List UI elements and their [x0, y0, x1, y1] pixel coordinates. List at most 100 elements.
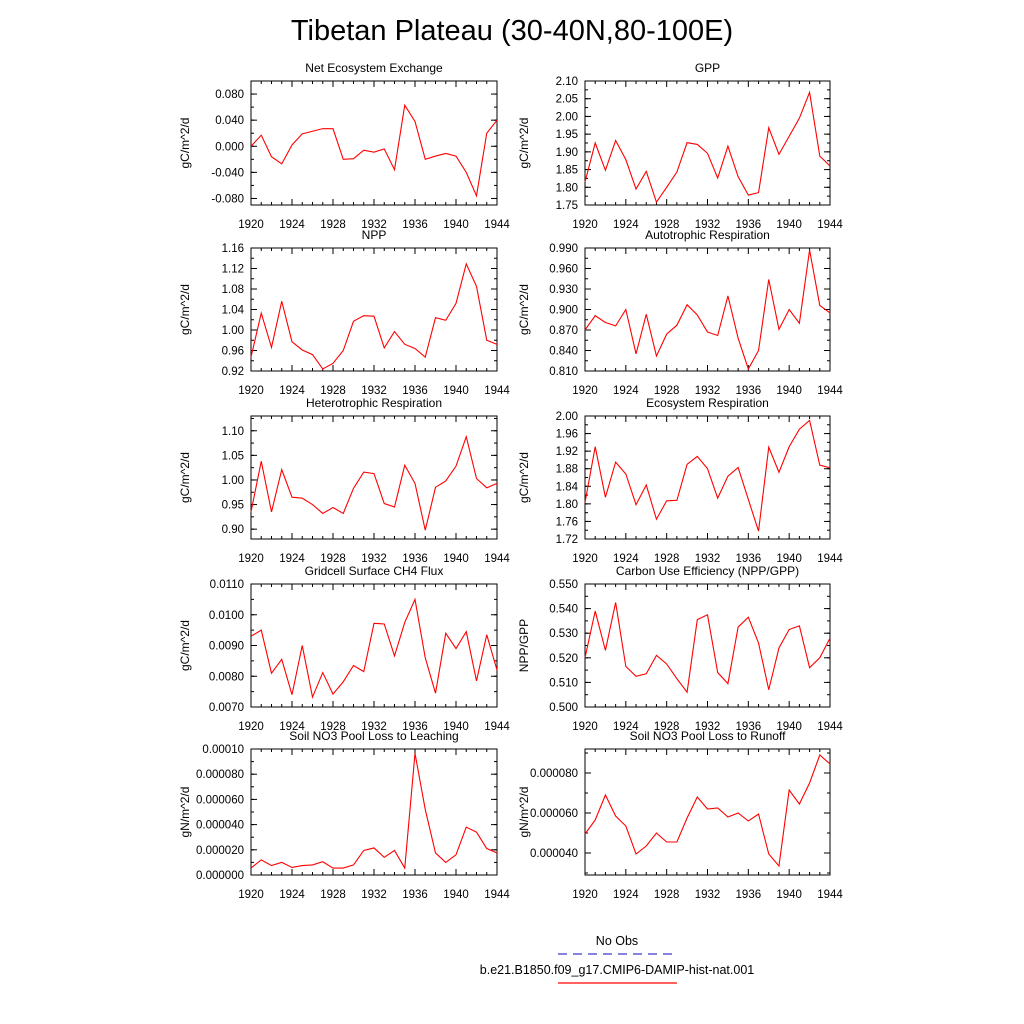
x-tick-label: 1940 — [776, 219, 802, 231]
x-tick-label: 1940 — [776, 385, 802, 397]
x-tick-label: 1936 — [736, 385, 762, 397]
y-tick-label: 0.540 — [549, 604, 578, 616]
y-tick-label: 1.08 — [222, 284, 244, 296]
y-tick-label: 0.000020 — [196, 845, 244, 857]
x-tick-label: 1944 — [484, 553, 510, 565]
panel-title-heterotrophic-respiration: Heterotrophic Respiration — [306, 396, 442, 410]
x-tick-label: 1924 — [613, 385, 639, 397]
panel-title-soil-no3-pool-loss-to-leaching: Soil NO3 Pool Loss to Leaching — [289, 729, 458, 743]
x-tick-label: 1920 — [572, 385, 598, 397]
y-tick-label: 0.000080 — [530, 768, 578, 780]
series-line-soil-no3-pool-loss-to-runoff — [584, 754, 831, 868]
y-tick-label: 0.080 — [215, 89, 244, 101]
x-tick-label: 1940 — [776, 553, 802, 565]
x-tick-label: 1928 — [320, 721, 346, 733]
y-tick-label: 0.990 — [549, 243, 578, 255]
x-tick-label: 1940 — [443, 553, 469, 565]
x-tick-label: 1936 — [402, 721, 428, 733]
y-tick-label: 0.930 — [549, 284, 578, 296]
y-tick-label: 0.00010 — [202, 744, 244, 756]
x-tick-label: 1924 — [279, 889, 305, 901]
panel-soil-no3-pool-loss-to-runoff: Soil NO3 Pool Loss to Runoff 1920 1924 1928… — [517, 729, 843, 901]
panel-ecosystem-respiration: Ecosystem Respiration 1920 1924 1928 1932 193… — [517, 396, 843, 565]
y-tick-label: 0.92 — [222, 366, 244, 378]
panel-gpp: GPP 1920 1924 1928 1932 1936 1940 1944 1.75 1.80 1… — [517, 61, 843, 231]
panel-title-gridcell-surface-ch4-flux: Gridcell Surface CH4 Flux — [305, 564, 444, 578]
x-tick-label: 1936 — [402, 889, 428, 901]
y-tick-label: 1.10 — [222, 426, 244, 438]
x-tick-label: 1924 — [279, 553, 305, 565]
y-tick-label: 0.000040 — [530, 848, 578, 860]
y-tick-label: 0.95 — [222, 500, 244, 512]
x-tick-label: 1936 — [402, 553, 428, 565]
x-tick-label: 1944 — [484, 889, 510, 901]
panel-soil-no3-pool-loss-to-leaching: Soil NO3 Pool Loss to Leaching 1920 1924 19… — [178, 729, 510, 901]
x-tick-label: 1932 — [361, 553, 387, 565]
x-tick-label: 1944 — [484, 721, 510, 733]
y-tick-label: 0.810 — [549, 366, 578, 378]
y-tick-label: 1.72 — [556, 534, 578, 546]
x-tick-label: 1924 — [279, 385, 305, 397]
panel-npp: NPP 1920 1924 1928 1932 1936 1940 1944 0.92 0.96 1… — [178, 228, 510, 397]
x-tick-label: 1920 — [572, 721, 598, 733]
y-tick-label: 0.90 — [222, 524, 244, 536]
y-tick-label: 0.840 — [549, 346, 578, 358]
x-tick-label: 1920 — [572, 889, 598, 901]
y-tick-label: 0.000060 — [196, 794, 244, 806]
x-tick-label: 1932 — [695, 889, 721, 901]
y-axis-label: gC/m^2/d — [517, 452, 531, 503]
figure-title: Tibetan Plateau (30-40N,80-100E) — [291, 15, 733, 47]
x-tick-label: 1928 — [320, 385, 346, 397]
x-tick-label: 1936 — [736, 721, 762, 733]
x-tick-label: 1924 — [613, 721, 639, 733]
y-tick-label: 2.00 — [556, 411, 578, 423]
y-tick-label: 1.80 — [556, 182, 578, 194]
x-tick-label: 1940 — [776, 721, 802, 733]
y-tick-label: 1.95 — [556, 129, 578, 141]
y-tick-label: 0.500 — [549, 702, 578, 714]
panel-net-ecosystem-exchange: Net Ecosystem Exchange 1920 1924 1928 1932 19… — [178, 61, 510, 231]
x-tick-label: 1940 — [776, 889, 802, 901]
y-tick-label: 0.900 — [549, 305, 578, 317]
plot-frame — [250, 415, 498, 540]
y-tick-label: 0.040 — [215, 115, 244, 127]
y-axis-label: gC/m^2/d — [178, 452, 192, 503]
x-tick-label: 1928 — [654, 553, 680, 565]
x-tick-label: 1944 — [484, 219, 510, 231]
x-tick-label: 1928 — [654, 721, 680, 733]
y-tick-label: 0.0080 — [209, 671, 244, 683]
panel-title-net-ecosystem-exchange: Net Ecosystem Exchange — [305, 61, 443, 75]
x-tick-label: 1936 — [736, 553, 762, 565]
x-tick-label: 1940 — [443, 721, 469, 733]
x-tick-label: 1920 — [238, 889, 264, 901]
panel-title-soil-no3-pool-loss-to-runoff: Soil NO3 Pool Loss to Runoff — [630, 729, 787, 743]
y-tick-label: 0.000000 — [196, 870, 244, 882]
y-tick-label: 1.92 — [556, 446, 578, 458]
x-tick-label: 1920 — [238, 721, 264, 733]
y-axis-label: gC/m^2/d — [178, 284, 192, 335]
series-line-net-ecosystem-exchange — [250, 103, 498, 198]
y-tick-label: 1.85 — [556, 165, 578, 177]
y-tick-label: 0.000080 — [196, 769, 244, 781]
y-axis-label: gC/m^2/d — [178, 118, 192, 169]
x-tick-label: 1928 — [654, 889, 680, 901]
y-tick-label: 1.80 — [556, 499, 578, 511]
x-tick-label: 1940 — [443, 889, 469, 901]
x-tick-label: 1932 — [695, 721, 721, 733]
x-tick-label: 1928 — [654, 219, 680, 231]
x-tick-label: 1940 — [443, 219, 469, 231]
x-tick-label: 1924 — [613, 889, 639, 901]
y-tick-label: 1.05 — [222, 450, 244, 462]
y-tick-label: 0.520 — [549, 653, 578, 665]
x-tick-label: 1944 — [484, 385, 510, 397]
series-line-gridcell-surface-ch4-flux — [250, 597, 498, 700]
y-tick-label: 0.000 — [215, 141, 244, 153]
panel-heterotrophic-respiration: Heterotrophic Respiration 1920 1924 1928 193… — [178, 396, 510, 565]
x-tick-label: 1932 — [361, 889, 387, 901]
y-tick-label: 2.00 — [556, 111, 578, 123]
y-axis-label: gN/m^2/d — [178, 787, 192, 838]
plot-frame — [250, 748, 498, 876]
x-tick-label: 1940 — [443, 385, 469, 397]
y-tick-label: 0.960 — [549, 264, 578, 276]
